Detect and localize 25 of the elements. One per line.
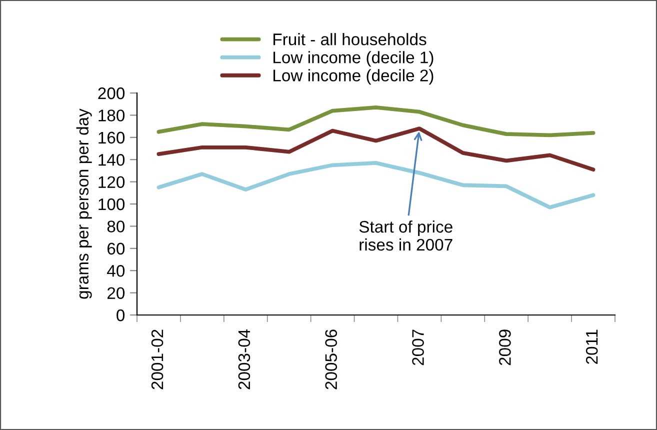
y-tick-label: 60 — [108, 242, 125, 255]
x-tick-label: 2003-04 — [238, 329, 250, 390]
x-tick-label: 2001-02 — [151, 330, 164, 390]
y-tick-label: 180 — [98, 110, 125, 122]
y-tick-label: 200 — [98, 87, 125, 100]
y-tick-label: 160 — [98, 132, 125, 144]
y-tick-label: 140 — [98, 154, 125, 166]
line-series — [156, 126, 596, 172]
y-tick-label: 100 — [98, 198, 125, 210]
x-tick-label: 2009 — [499, 330, 511, 366]
x-tick-label: 2011 — [586, 330, 598, 364]
y-tick-label: 120 — [98, 176, 125, 188]
x-tick-label: 2005-06 — [325, 330, 338, 390]
line-series — [156, 105, 596, 138]
y-tick-label: 40 — [107, 265, 125, 277]
x-tick-label: 2007 — [412, 330, 424, 366]
annotation: Start of price rises in 2007 — [359, 220, 452, 251]
y-tick-label: 20 — [107, 287, 125, 300]
y-tick-label: 0 — [116, 309, 125, 322]
line-series — [156, 160, 596, 210]
legend-label: Low income (decile 1) — [274, 51, 434, 67]
y-tick-label: 80 — [107, 220, 125, 232]
legend-label: Low income (decile 2) — [274, 69, 434, 85]
legend-label: Fruit - all households — [274, 33, 426, 46]
y-axis-title: grams per person per day — [76, 108, 92, 299]
